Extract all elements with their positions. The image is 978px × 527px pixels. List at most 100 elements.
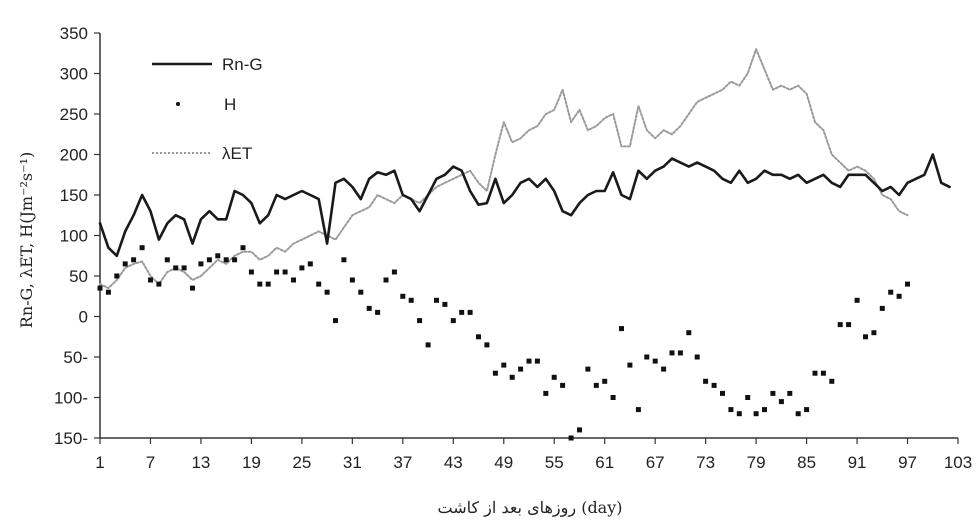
h-point: [829, 378, 835, 384]
h-point: [888, 289, 894, 295]
h-point: [114, 273, 120, 279]
series-line-let: [99, 48, 909, 290]
h-point: [551, 374, 557, 380]
h-point: [711, 382, 717, 388]
h-point: [745, 395, 751, 400]
h-point: [905, 281, 910, 287]
h-point: [131, 257, 137, 263]
series-layer: [98, 48, 951, 290]
y-tick-label: 250: [60, 105, 88, 124]
h-point: [543, 390, 549, 396]
h-point: [139, 245, 145, 251]
x-axis-title: روزهای بعد از کاشت (day): [437, 498, 622, 517]
h-point: [863, 334, 868, 340]
h-point: [450, 318, 456, 324]
h-point: [846, 322, 852, 328]
scatter-layer: [97, 245, 910, 441]
h-point: [484, 342, 490, 348]
h-point: [602, 378, 608, 384]
h-point: [215, 253, 221, 259]
x-tick-label: 97: [898, 453, 917, 472]
h-point: [333, 318, 338, 324]
h-point: [476, 334, 481, 340]
h-point: [694, 354, 700, 360]
h-point: [837, 322, 843, 328]
h-point: [669, 350, 675, 356]
h-point: [518, 366, 524, 372]
h-point: [375, 309, 381, 315]
h-point: [274, 269, 280, 275]
h-point: [383, 277, 389, 283]
x-tick-label: 43: [444, 453, 463, 472]
y-tick-label: 300: [60, 65, 88, 84]
h-point: [661, 366, 667, 372]
h-point: [173, 265, 179, 271]
h-point: [534, 358, 540, 364]
y-tick-label: 50: [69, 267, 88, 286]
h-point: [248, 269, 254, 275]
h-point: [291, 277, 296, 283]
h-point: [434, 297, 439, 303]
legend-label-let: λET: [222, 144, 252, 163]
h-point: [560, 382, 566, 388]
y-ticks: 350 300 250 200 150 100 50 0 50- 100- 150-: [54, 24, 100, 448]
legend: Rn-G H λET: [152, 55, 263, 163]
h-point: [349, 277, 355, 283]
x-tick-label: 19: [242, 453, 261, 472]
h-point: [644, 354, 650, 360]
h-point: [753, 411, 759, 417]
h-point: [703, 378, 709, 384]
h-point: [677, 350, 683, 356]
series-line-rn-g: [98, 153, 951, 258]
h-point: [762, 407, 767, 413]
h-point: [526, 358, 532, 364]
h-point: [652, 358, 658, 364]
h-point: [206, 257, 212, 263]
h-point: [501, 362, 507, 368]
x-tick-label: 91: [848, 453, 867, 472]
h-point: [164, 257, 170, 263]
h-point: [492, 370, 498, 376]
h-point: [568, 435, 574, 441]
legend-swatch-h: [176, 102, 180, 106]
h-point: [812, 370, 818, 376]
h-point: [778, 399, 784, 405]
x-tick-label: 67: [646, 453, 665, 472]
h-point: [240, 245, 246, 251]
legend-label-h: H: [224, 95, 236, 114]
legend-label-rn-g: Rn-G: [222, 55, 263, 74]
h-point: [610, 395, 616, 400]
h-point: [341, 257, 347, 263]
h-point: [635, 407, 641, 413]
x-tick-label: 61: [595, 453, 614, 472]
x-tick-label: 55: [545, 453, 564, 472]
h-point: [366, 305, 372, 311]
h-point: [282, 269, 288, 275]
h-point: [577, 427, 582, 433]
h-point: [417, 318, 423, 324]
h-point: [307, 261, 313, 267]
h-point: [358, 289, 364, 295]
y-tick-label: 50-: [63, 348, 88, 367]
x-tick-label: 49: [494, 453, 513, 472]
h-point: [400, 293, 406, 299]
h-point: [720, 390, 725, 396]
x-ticks: 1 7 13 19 25 31 37 43 49 55 61 67 73 79 85 91 97 103: [95, 438, 972, 472]
y-tick-label: 100: [60, 227, 88, 246]
h-point: [122, 261, 128, 267]
x-tick-label: 85: [797, 453, 816, 472]
h-point: [459, 309, 465, 315]
h-point: [181, 265, 187, 271]
y-tick-label: 0: [79, 308, 88, 327]
h-point: [736, 411, 742, 417]
h-point: [232, 257, 238, 263]
h-point: [804, 407, 810, 413]
y-tick-label: 200: [60, 146, 88, 165]
x-tick-label: 73: [696, 453, 715, 472]
h-point: [223, 257, 229, 263]
h-point: [257, 281, 263, 287]
x-tick-label: 13: [191, 453, 210, 472]
h-point: [728, 407, 734, 413]
h-point: [467, 309, 473, 315]
